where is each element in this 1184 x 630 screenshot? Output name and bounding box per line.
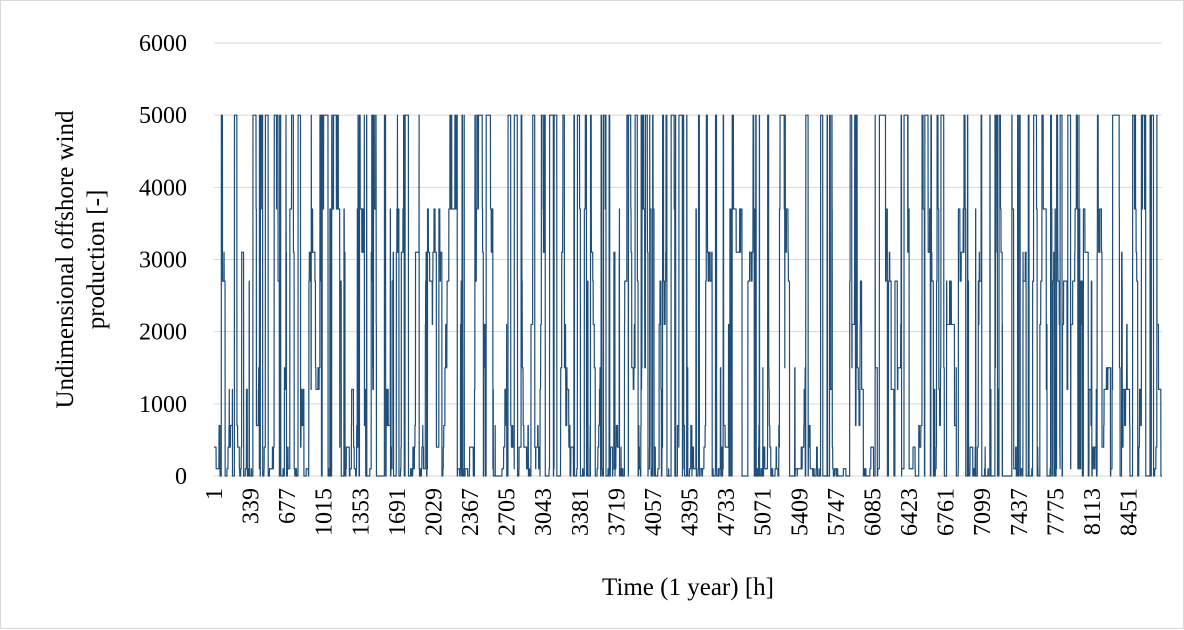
x-tick-label: 1015 (312, 488, 338, 536)
x-tick-label: 3043 (531, 488, 557, 536)
y-tick-label: 2000 (139, 320, 187, 346)
x-tick-label: 7775 (1043, 488, 1069, 536)
x-tick-label: 1 (202, 488, 228, 500)
x-tick-label: 3381 (568, 488, 594, 536)
x-tick-label: 2029 (422, 488, 448, 536)
x-tick-label: 4057 (641, 488, 667, 536)
y-tick-label: 6000 (139, 31, 187, 57)
x-tick-label: 6423 (897, 488, 923, 536)
x-tick-label: 5409 (787, 488, 813, 536)
x-tick-label: 4733 (714, 488, 740, 536)
y-tick-label: 1000 (139, 392, 187, 418)
x-axis-title: Time (1 year) [h] (602, 574, 774, 601)
x-tick-label: 339 (239, 488, 265, 524)
y-axis-title-line-1: Undimensional offshore wind (52, 110, 79, 409)
x-tick-label: 8451 (1117, 488, 1143, 536)
series-layer (213, 114, 1163, 477)
x-tick-label: 5747 (824, 488, 850, 536)
y-tick-label: 3000 (139, 248, 187, 274)
y-axis-title: Undimensional offshore wind production [… (52, 110, 110, 409)
x-tick-label: 3719 (604, 488, 630, 536)
y-axis-title-line-2: production [-] (83, 190, 110, 330)
x-tick-label: 1691 (385, 488, 411, 536)
x-tick-label: 4395 (678, 488, 704, 536)
series-line (213, 114, 1163, 477)
x-tick-label: 1353 (348, 488, 374, 536)
x-tick-labels: 1 339 677 1015 1353 1691 2029 2367 2705 3043 3381 3… (202, 488, 1143, 536)
x-tick-label: 5071 (751, 488, 777, 536)
x-tick-label: 6085 (861, 488, 887, 536)
y-tick-label: 5000 (139, 103, 187, 129)
x-tick-label: 6761 (934, 488, 960, 536)
x-tick-label: 8113 (1080, 488, 1106, 535)
x-tick-label: 2705 (495, 488, 521, 536)
x-tick-label: 677 (275, 488, 301, 524)
y-tick-labels: 0 1000 2000 3000 4000 5000 6000 (139, 31, 187, 490)
x-tick-label: 7099 (970, 488, 996, 536)
x-tick-label: 7437 (1007, 488, 1033, 536)
y-tick-label: 0 (175, 464, 187, 490)
y-tick-label: 4000 (139, 175, 187, 201)
x-tick-label: 2367 (458, 488, 484, 536)
